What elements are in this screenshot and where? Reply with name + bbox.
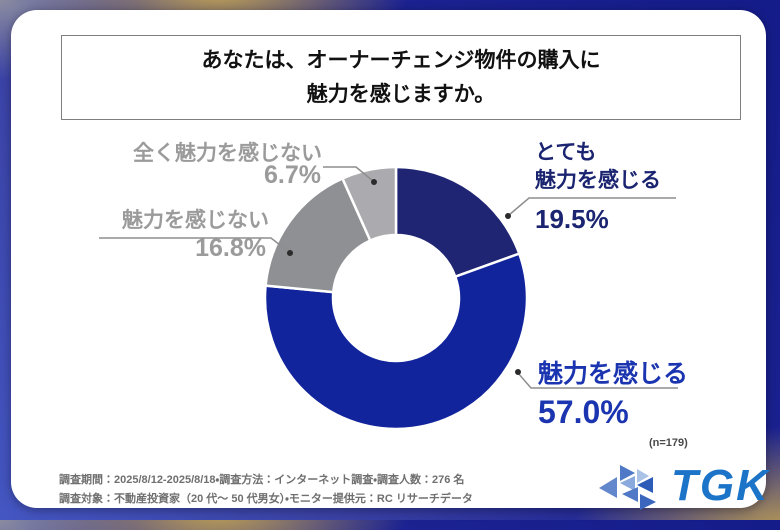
pct-attractive: 57.0% <box>538 394 629 430</box>
label-not-attractive: 魅力を感じない <box>122 209 269 232</box>
donut-chart <box>263 165 529 431</box>
question-title-box: あなたは、オーナーチェンジ物件の購入に 魅力を感じますか。 <box>61 35 741 120</box>
survey-footnote: 調査期間：2025/8/12-2025/8/18・調査方法：インターネット調査・… <box>59 471 473 510</box>
donut-segment <box>394 165 521 278</box>
content-card: あなたは、オーナーチェンジ物件の購入に 魅力を感じますか。 とても 魅力を感じる… <box>11 10 768 510</box>
sample-size-note: (n=179) <box>649 437 688 449</box>
company-logo: TGK <box>593 460 770 512</box>
logo-text: TGK <box>671 461 770 510</box>
label-not-at-all: 全く魅力を感じない <box>133 142 322 165</box>
label-attractive: 魅力を感じる <box>538 360 689 388</box>
question-title: あなたは、オーナーチェンジ物件の購入に 魅力を感じますか。 <box>201 48 601 106</box>
pct-very-attractive: 19.5% <box>535 204 609 234</box>
pct-not-at-all: 6.7% <box>264 161 321 189</box>
pct-not-attractive: 16.8% <box>195 234 266 262</box>
survey-footnote-line2: 調査対象：不動産投資家（20 代～ 50 代男女）・モニター提供元：RC リサー… <box>59 493 473 506</box>
logo-triangles-icon <box>599 465 656 510</box>
survey-footnote-line1: 調査期間：2025/8/12-2025/8/18・調査方法：インターネット調査・… <box>59 474 465 486</box>
donut-segment <box>263 252 529 431</box>
label-very-attractive: とても 魅力を感じる <box>535 141 661 192</box>
